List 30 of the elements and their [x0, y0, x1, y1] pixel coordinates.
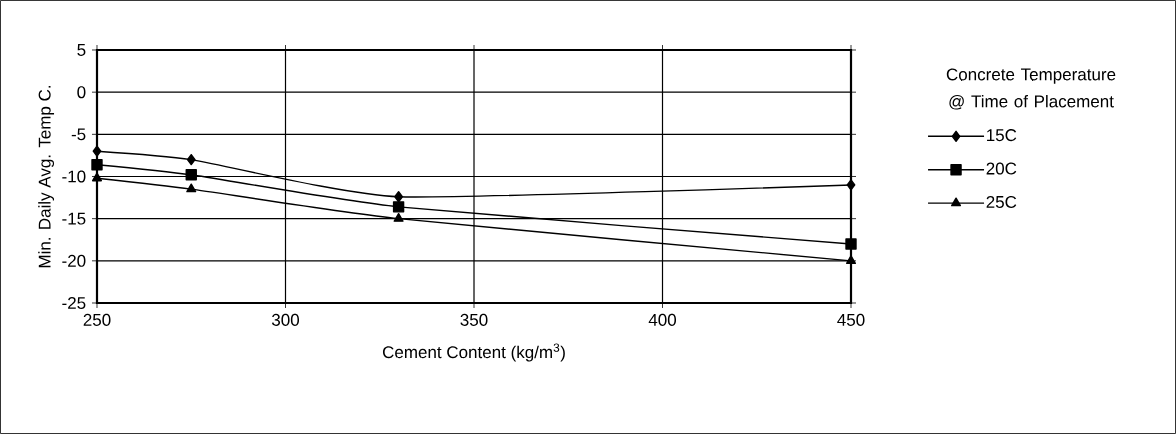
point	[92, 145, 102, 157]
point	[392, 201, 405, 213]
y-tick-label: -15	[62, 212, 86, 225]
point	[185, 169, 197, 181]
point	[845, 255, 857, 265]
x-tick-label: 450	[837, 313, 865, 326]
y-tick-label: 0	[77, 86, 86, 99]
x-tick-label: 250	[83, 313, 111, 326]
point	[91, 172, 103, 182]
x-tick-label: 350	[460, 313, 488, 326]
point	[91, 158, 103, 171]
point	[393, 212, 404, 222]
y-tick-label: -10	[62, 170, 86, 183]
point	[394, 191, 404, 203]
y-tick-label: 5	[77, 44, 86, 56]
y-tick-label: -25	[62, 296, 86, 310]
legend-label: 20C	[986, 162, 1017, 175]
point	[186, 183, 197, 193]
legend-label: 15C	[987, 129, 1017, 142]
legend-title: Concrete Temperature @ Time of Placement	[946, 68, 1116, 110]
point	[186, 153, 196, 166]
x-tick-label: 300	[271, 313, 300, 326]
x-tick-label: 400	[648, 313, 677, 326]
y-tick-label: -20	[62, 254, 86, 267]
point	[845, 238, 857, 250]
x-axis-title: Cement Content (kg/m$^{3}$)	[382, 343, 565, 362]
point	[846, 179, 856, 191]
legend-label: 25C	[986, 195, 1017, 208]
y-tick-label: -5	[71, 128, 86, 141]
y-axis-title: Min. Daily Avg. Temp C.	[38, 85, 55, 268]
